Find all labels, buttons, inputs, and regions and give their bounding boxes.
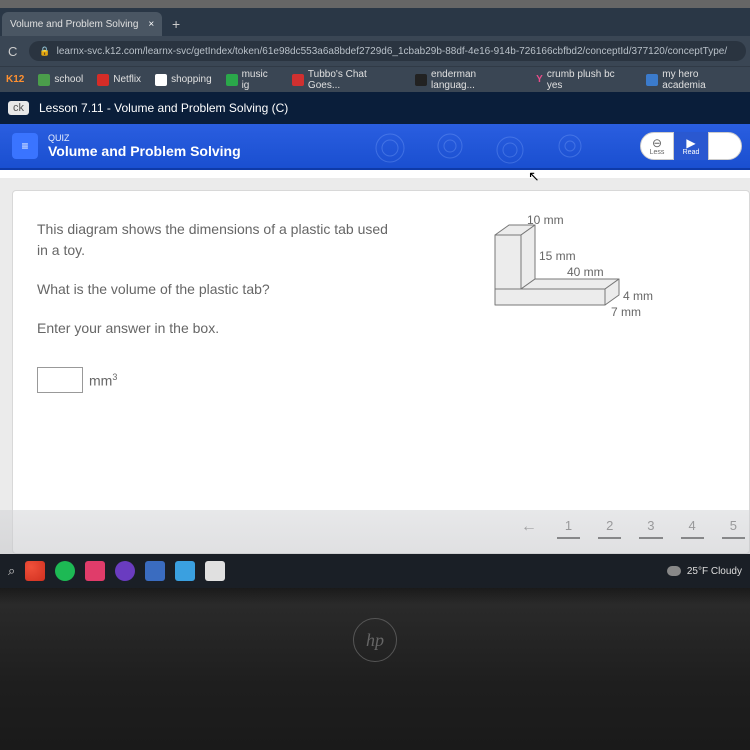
glare-overlay [0,510,750,560]
quiz-header: ≡ QUIZ Volume and Problem Solving ⊖Less … [0,124,750,170]
bookmark-item[interactable]: enderman languag... [415,69,522,91]
url-field[interactable]: 🔒 learnx-svc.k12.com/learnx-svc/getIndex… [29,41,746,61]
diagram-svg [475,217,665,357]
bookmark-icon [155,74,167,86]
lesson-bar: ck Lesson 7.11 - Volume and Problem Solv… [0,92,750,124]
bookmark-prefix: K12 [6,74,24,85]
minus-icon: ⊖ [652,137,662,149]
quiz-title: Volume and Problem Solving [48,143,241,159]
bookmark-item[interactable]: school [38,74,83,86]
tab-strip: Volume and Problem Solving × + [0,8,750,36]
tab-title: Volume and Problem Solving [10,19,138,30]
reload-icon[interactable]: C [4,44,21,59]
back-button[interactable]: ck [8,101,29,115]
extra-button[interactable] [708,132,742,160]
url-text: learnx-svc.k12.com/learnx-svc/getIndex/t… [57,46,728,57]
address-bar: C 🔒 learnx-svc.k12.com/learnx-svc/getInd… [0,36,750,66]
content-area: This diagram shows the dimensions of a p… [0,178,750,554]
weather-text: 25°F Cloudy [687,566,742,577]
browser-tab[interactable]: Volume and Problem Solving × [2,12,162,36]
bookmark-icon [646,74,658,86]
taskbar-app-icon[interactable] [25,561,45,581]
dim-top: 10 mm [527,213,564,227]
answer-input[interactable] [37,367,83,393]
new-tab-button[interactable]: + [162,12,190,36]
dim-end-h: 4 mm [623,289,653,303]
read-button[interactable]: ▶Read [674,132,708,160]
close-icon[interactable]: × [148,19,154,30]
laptop-body: hp [0,588,750,750]
dim-depth: 7 mm [611,305,641,319]
taskbar: ⌕ 25°F Cloudy [0,554,750,588]
play-icon: ▶ [686,137,695,149]
answer-row: mm3 [37,367,725,393]
cursor-icon: ↖ [528,168,540,185]
question-text-2: What is the volume of the plastic tab? [37,279,397,300]
bookmark-icon [292,74,304,86]
bookmark-icon [415,74,427,86]
bookmark-item[interactable]: music ig [226,69,278,91]
quiz-icon: ≡ [12,133,38,159]
bookmark-icon [38,74,50,86]
header-ornament [360,128,620,164]
cloud-icon [667,566,681,576]
weather-widget[interactable]: 25°F Cloudy [667,566,742,577]
bookmark-item[interactable]: NNetflix [97,74,141,86]
bookmark-item[interactable]: Tubbo's Chat Goes... [292,69,401,91]
taskbar-app-icon[interactable] [175,561,195,581]
quiz-label: QUIZ [48,134,241,143]
diagram: 10 mm 15 mm 40 mm 4 mm 7 mm [475,217,665,357]
bookmark-icon: N [97,74,109,86]
header-tools: ⊖Less ▶Read [640,132,742,160]
dim-vertical: 15 mm [539,249,576,263]
taskbar-app-icon[interactable] [55,561,75,581]
bookmark-icon: Y [536,74,543,85]
less-button[interactable]: ⊖Less [640,132,674,160]
answer-unit: mm3 [89,372,117,389]
bookmark-icon [226,74,238,86]
taskbar-app-icon[interactable] [85,561,105,581]
bookmark-item[interactable]: shopping [155,74,212,86]
search-icon[interactable]: ⌕ [8,563,15,579]
bookmark-item[interactable]: Ycrumb plush bc yes [536,69,632,91]
hp-logo: hp [353,618,397,662]
bookmarks-bar: K12 school NNetflix shopping music ig Tu… [0,66,750,92]
question-text-3: Enter your answer in the box. [37,318,397,339]
taskbar-app-icon[interactable] [205,561,225,581]
lesson-title: Lesson 7.11 - Volume and Problem Solving… [39,101,288,115]
dim-horizontal: 40 mm [567,265,604,279]
question-text-1: This diagram shows the dimensions of a p… [37,219,397,261]
taskbar-app-icon[interactable] [115,561,135,581]
lock-icon: 🔒 [39,46,50,57]
question-card: This diagram shows the dimensions of a p… [12,190,750,554]
bookmark-item[interactable]: my hero academia [646,69,744,91]
taskbar-app-icon[interactable] [145,561,165,581]
